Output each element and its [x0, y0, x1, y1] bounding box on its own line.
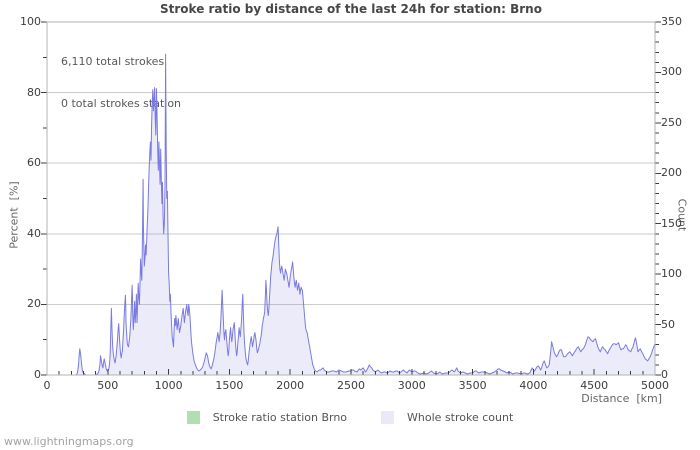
- x-tick-label: 500: [97, 379, 119, 392]
- legend-label-count: Whole stroke count: [407, 411, 514, 424]
- x-tick-label: 5000: [641, 379, 669, 392]
- y-right-tick-label: 300: [661, 65, 682, 79]
- x-tick-label: 3500: [458, 379, 487, 392]
- y-left-tick-label: 100: [20, 15, 41, 28]
- x-tick-label: 0: [43, 379, 51, 392]
- y-right-tick-label: 150: [661, 216, 682, 230]
- legend-item-count: Whole stroke count: [381, 411, 513, 424]
- watermark: www.lightningmaps.org: [4, 435, 134, 448]
- y-right-tick-label: 100: [661, 267, 682, 281]
- legend-label-ratio: Stroke ratio station Brno: [212, 411, 348, 424]
- y-left-tick-label: 60: [27, 156, 41, 170]
- x-tick-label: 1000: [154, 379, 183, 392]
- y-left-tick-label: 20: [27, 297, 41, 311]
- x-tick-label: 3000: [397, 379, 426, 392]
- annotation-block: 6,110 total strokes 0 total strokes stat…: [61, 27, 181, 139]
- y-right-tick-label: 250: [661, 115, 682, 129]
- x-tick-label: 4000: [519, 379, 548, 392]
- y-right-tick-label: 0: [661, 368, 668, 381]
- x-tick-label: 2000: [276, 379, 305, 392]
- y-right-tick-label: 350: [661, 15, 682, 28]
- y-left-tick-label: 40: [27, 226, 41, 240]
- legend-swatch-ratio: [186, 411, 200, 424]
- x-tick-label: 1500: [215, 379, 244, 392]
- y-left-tick-label: 0: [34, 368, 41, 381]
- legend-item-ratio: Stroke ratio station Brno: [186, 411, 348, 424]
- y-right-tick-label: 200: [661, 166, 682, 180]
- chart-title: Stroke ratio by distance of the last 24h…: [160, 2, 542, 16]
- x-axis-label-distance: Distance [km]: [581, 392, 662, 405]
- x-tick-label: 2500: [337, 379, 365, 392]
- x-tick-label: 4500: [580, 379, 609, 392]
- annotation-total-strokes: 6,110 total strokes: [61, 55, 165, 68]
- legend: Stroke ratio station Brno Whole stroke c…: [0, 411, 700, 424]
- legend-swatch-count: [381, 411, 395, 424]
- y-right-tick-label: 50: [661, 317, 675, 331]
- y-left-tick-label: 80: [27, 85, 41, 99]
